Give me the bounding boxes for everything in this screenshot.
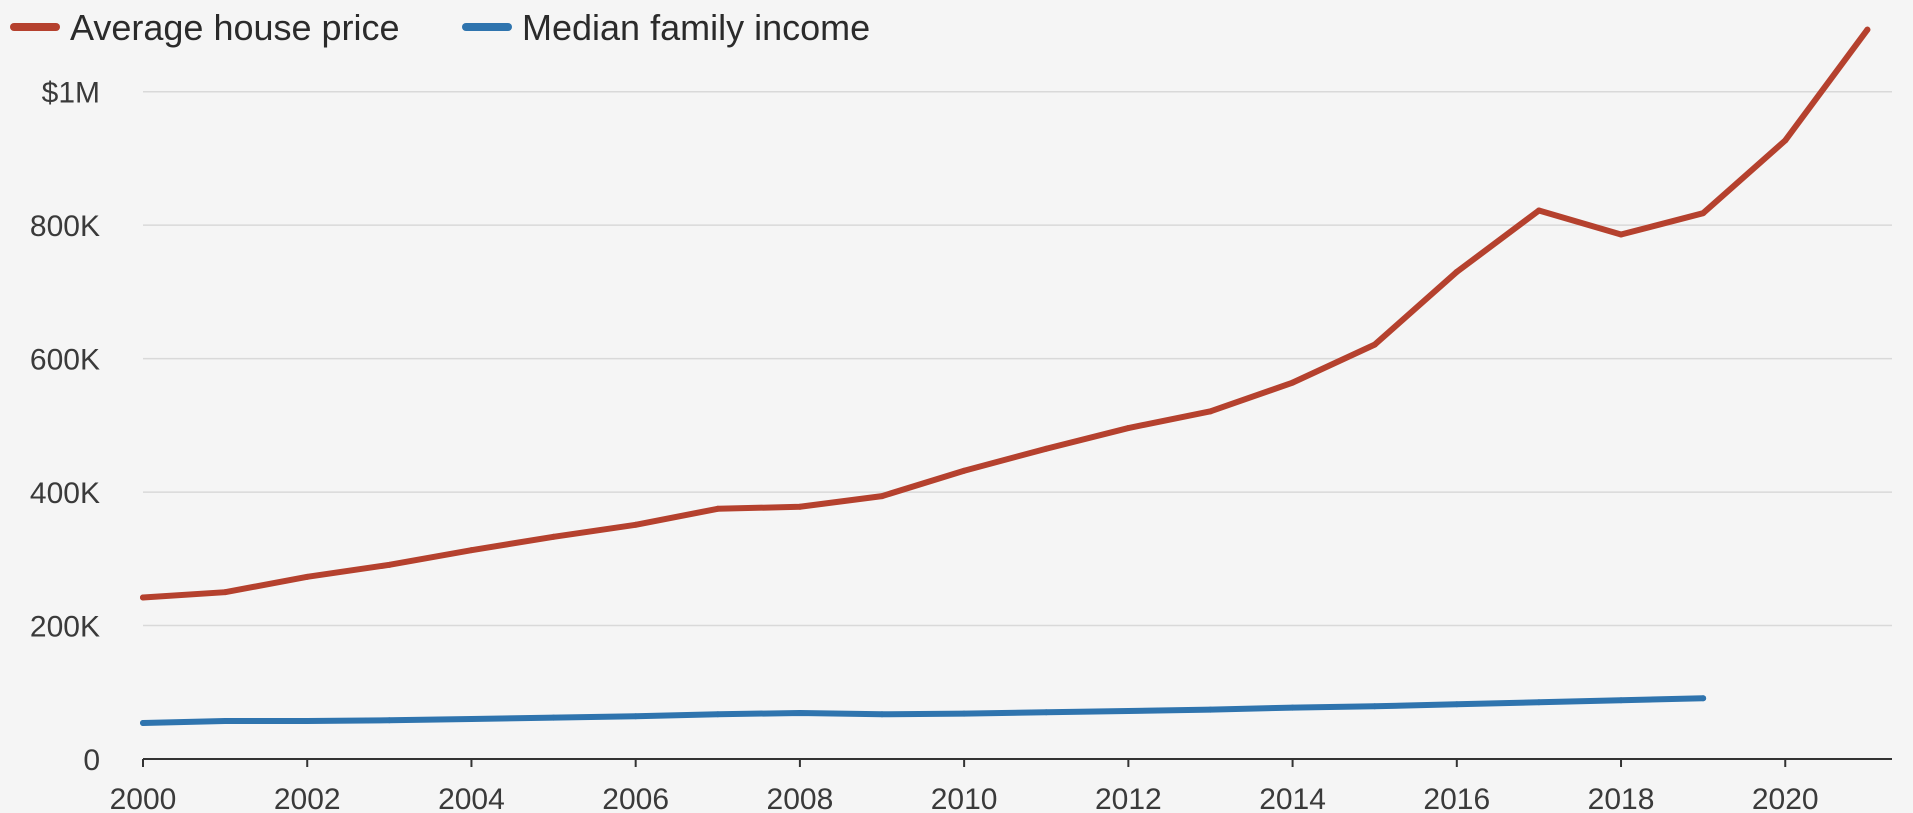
series-group [140, 26, 1871, 726]
data-point-median-family-income [1453, 701, 1460, 708]
data-point-median-family-income [796, 709, 803, 716]
x-tick-label: 2018 [1588, 783, 1655, 813]
x-tick-label: 2004 [438, 783, 505, 813]
legend-item-median-family-income: Median family income [462, 7, 870, 48]
data-point-median-family-income [304, 717, 311, 724]
y-tick-label: 0 [83, 744, 100, 777]
x-tick-label: 2002 [274, 783, 341, 813]
x-tick-label: 2000 [110, 783, 177, 813]
y-tick-label: 400K [30, 477, 100, 510]
data-point-median-family-income [632, 713, 639, 720]
x-axis-ticks: 2000 2002 2004 2006 2008 2010 2012 2014 2016 2018… [110, 759, 1819, 813]
data-point-average-house-price [304, 573, 311, 580]
y-tick-label: 600K [30, 344, 100, 377]
data-point-median-family-income [222, 717, 229, 724]
data-point-average-house-price [1125, 425, 1132, 432]
series-line-average-house-price [140, 26, 1871, 601]
data-point-median-family-income [1207, 706, 1214, 713]
data-point-average-house-price [796, 503, 803, 510]
legend-label-average-house-price: Average house price [70, 7, 400, 48]
data-point-average-house-price [1453, 268, 1460, 275]
data-point-median-family-income [714, 711, 721, 718]
data-point-average-house-price [468, 547, 475, 554]
data-point-median-family-income [1618, 697, 1625, 704]
data-point-average-house-price [961, 467, 968, 474]
data-point-median-family-income [140, 719, 146, 726]
legend-item-average-house-price: Average house price [10, 7, 400, 48]
data-point-average-house-price [550, 533, 557, 540]
data-point-average-house-price [1043, 445, 1050, 452]
x-tick-label: 2008 [767, 783, 834, 813]
data-point-median-family-income [1289, 704, 1296, 711]
x-tick-label: 2012 [1095, 783, 1162, 813]
data-point-median-family-income [1371, 703, 1378, 710]
legend-label-median-family-income: Median family income [522, 7, 870, 48]
data-point-average-house-price [1535, 207, 1542, 214]
legend: Average house price Median family income [10, 7, 870, 48]
data-point-average-house-price [140, 594, 146, 601]
y-axis-ticks: 0 200K 400K 600K 800K $1M [30, 77, 100, 777]
x-tick-label: 2010 [931, 783, 998, 813]
data-point-median-family-income [1043, 709, 1050, 716]
data-point-average-house-price [1618, 231, 1625, 238]
x-tick-label: 2020 [1752, 783, 1819, 813]
series-line-median-family-income [140, 695, 1707, 726]
y-tick-label: 200K [30, 611, 100, 644]
data-point-average-house-price [632, 521, 639, 528]
data-point-median-family-income [961, 710, 968, 717]
gridlines [143, 90, 1892, 627]
data-point-average-house-price [1371, 341, 1378, 348]
data-point-median-family-income [1125, 707, 1132, 714]
x-tick-label: 2006 [602, 783, 669, 813]
data-point-median-family-income [550, 714, 557, 721]
data-point-average-house-price [1782, 137, 1789, 144]
data-point-average-house-price [1864, 26, 1871, 33]
x-tick-label: 2016 [1423, 783, 1490, 813]
data-point-average-house-price [714, 505, 721, 512]
data-point-average-house-price [1207, 408, 1214, 415]
data-point-median-family-income [1535, 699, 1542, 706]
data-point-median-family-income [468, 715, 475, 722]
y-tick-label: $1M [42, 77, 100, 110]
data-point-median-family-income [879, 711, 886, 718]
data-point-average-house-price [1289, 379, 1296, 386]
y-tick-label: 800K [30, 210, 100, 243]
x-tick-label: 2014 [1259, 783, 1326, 813]
data-point-median-family-income [386, 717, 393, 724]
data-point-average-house-price [386, 561, 393, 568]
data-point-average-house-price [222, 589, 229, 596]
data-point-median-family-income [1700, 695, 1707, 702]
data-point-average-house-price [1700, 210, 1707, 217]
data-point-average-house-price [879, 493, 886, 500]
